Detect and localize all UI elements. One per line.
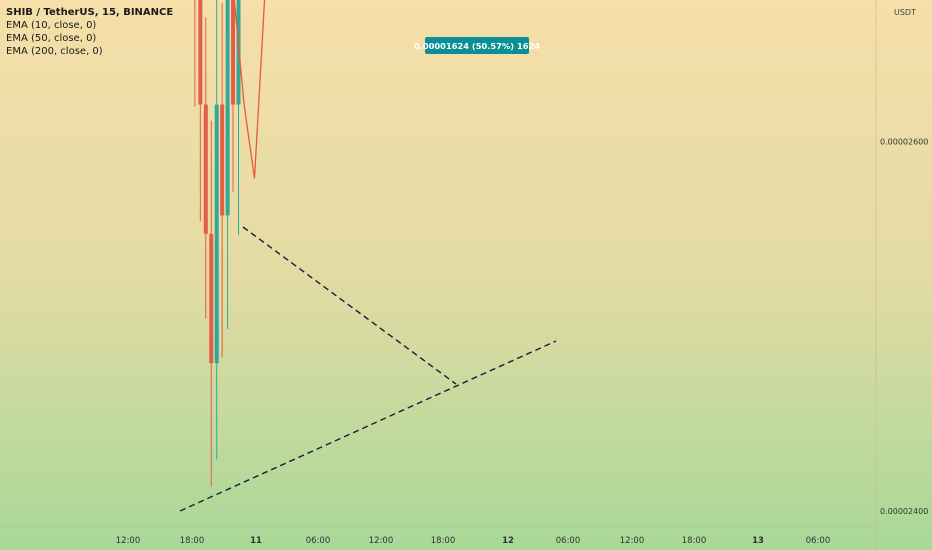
measure-label-text: 0.00001624 (50.57%) 1624 bbox=[414, 41, 540, 51]
x-tick-label: 18:00 bbox=[431, 536, 456, 546]
candle-body bbox=[198, 0, 203, 105]
y-tick-label: 0.00002600 bbox=[880, 138, 928, 147]
chart-legend: SHIB / TetherUS, 15, BINANCE EMA (10, cl… bbox=[6, 6, 173, 58]
candlesticks bbox=[194, 0, 241, 487]
descending-trendline[interactable] bbox=[242, 226, 457, 385]
symbol-title: SHIB / TetherUS, 15, BINANCE bbox=[6, 7, 174, 18]
candle-body bbox=[203, 104, 208, 234]
x-tick-label: 13 bbox=[752, 536, 764, 546]
candle-body bbox=[225, 0, 230, 216]
x-tick-label: 12:00 bbox=[369, 536, 394, 546]
indicator-ema50[interactable]: EMA (50, close, 0) bbox=[6, 33, 97, 44]
x-tick-label: 18:00 bbox=[682, 536, 707, 546]
x-tick-label: 18:00 bbox=[180, 536, 205, 546]
trendlines bbox=[179, 226, 557, 512]
candle-body bbox=[231, 0, 236, 105]
x-tick-label: 06:00 bbox=[306, 536, 331, 546]
ascending-trendline[interactable] bbox=[179, 340, 557, 512]
candle-body bbox=[209, 233, 214, 364]
y-tick-label: 0.00002400 bbox=[880, 507, 928, 516]
indicator-ema10[interactable]: EMA (10, close, 0) bbox=[6, 20, 97, 31]
candle-body bbox=[236, 0, 241, 105]
candle-body bbox=[214, 104, 219, 364]
x-tick-label: 12 bbox=[502, 536, 514, 546]
x-tick-label: 11 bbox=[250, 536, 262, 546]
measure-label-box bbox=[425, 37, 529, 54]
currency-label: USDT bbox=[894, 8, 916, 17]
indicator-ema200[interactable]: EMA (200, close, 0) bbox=[6, 46, 103, 57]
x-tick-label: 06:00 bbox=[806, 536, 831, 546]
x-tick-label: 12:00 bbox=[116, 536, 141, 546]
axis-ticks: 12:00 18:00 11 06:00 12:00 18:00 12 06:00 12:00 1… bbox=[116, 138, 929, 547]
measure-tool: 0.00001624 (50.57%) 1624 bbox=[414, 37, 540, 54]
x-tick-label: 12:00 bbox=[620, 536, 645, 546]
candle-body bbox=[220, 104, 225, 216]
x-tick-label: 06:00 bbox=[556, 536, 581, 546]
